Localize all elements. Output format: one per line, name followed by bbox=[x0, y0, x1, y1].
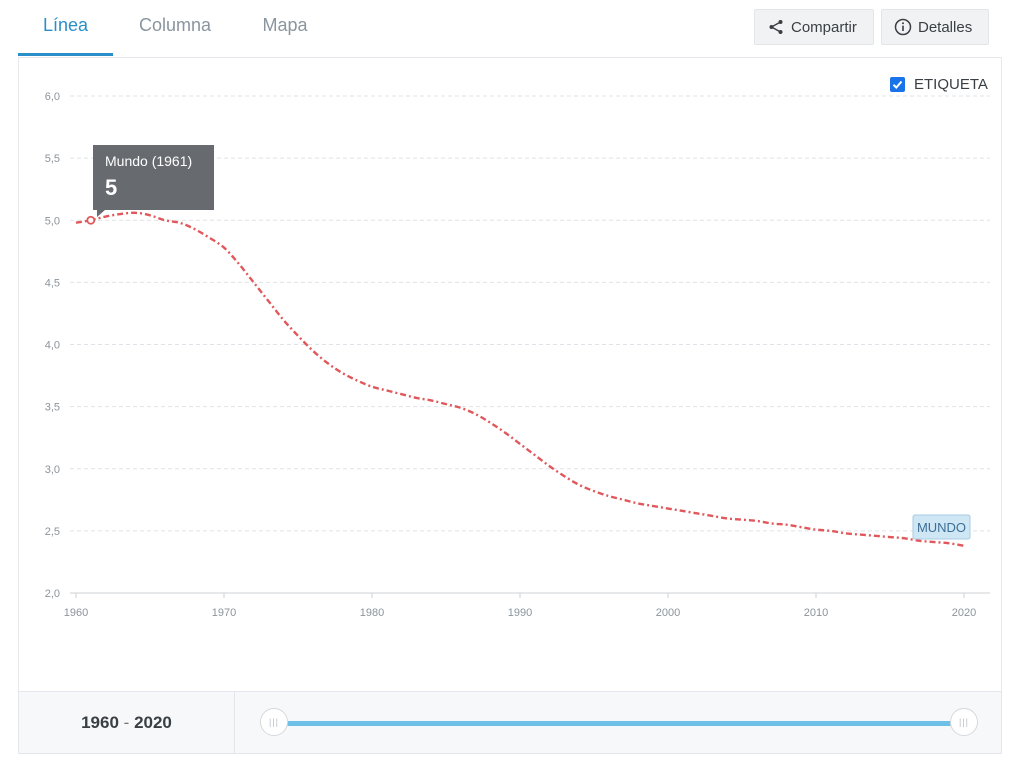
series-line bbox=[75, 211, 965, 547]
tooltip bbox=[93, 145, 214, 217]
x-tick-label: 1980 bbox=[360, 607, 384, 619]
range-separator: - bbox=[123, 713, 130, 732]
checkbox[interactable] bbox=[890, 77, 905, 92]
x-axis: 1960 1970 1980 1990 2000 2010 2020 bbox=[64, 592, 990, 619]
series-end-label: MUNDO bbox=[917, 520, 966, 535]
y-tick-label: 5,5 bbox=[45, 153, 60, 165]
x-tick-label: 2000 bbox=[656, 607, 680, 619]
x-tick-label: 2010 bbox=[804, 607, 828, 619]
x-tick-label: 1990 bbox=[508, 607, 532, 619]
y-tick-label: 4,0 bbox=[45, 340, 60, 352]
label-toggle-text: ETIQUETA bbox=[914, 76, 988, 93]
y-tick-label: 3,5 bbox=[45, 402, 60, 414]
share-label: Compartir bbox=[791, 19, 857, 36]
chart-overlay: Mundo (1961) 5 MUNDO bbox=[86, 145, 971, 540]
y-axis: 2,0 2,5 3,0 3,5 4,0 4,5 5,0 5,5 6,0 bbox=[45, 91, 60, 600]
tab-mapa[interactable]: Mapa bbox=[262, 15, 308, 35]
check-icon bbox=[892, 80, 903, 89]
chart-panel bbox=[18, 57, 1002, 691]
details-label: Detalles bbox=[918, 19, 973, 36]
share-icon bbox=[769, 20, 783, 34]
y-tick-label: 5,0 bbox=[45, 215, 60, 227]
x-tick-label: 1960 bbox=[64, 607, 88, 619]
chart-type-tabs: Línea Columna Mapa Compartir Detalles bbox=[18, 0, 1002, 58]
slider-track[interactable] bbox=[277, 721, 967, 726]
highlight-point bbox=[86, 215, 96, 225]
y-tick-label: 3,0 bbox=[45, 464, 60, 476]
y-tick-label: 6,0 bbox=[45, 91, 60, 103]
x-tick-label: 2020 bbox=[952, 607, 976, 619]
range-display: 1960 - 2020 bbox=[19, 692, 235, 753]
details-button[interactable]: Detalles bbox=[881, 9, 989, 45]
tab-linea[interactable]: Línea bbox=[18, 0, 113, 56]
line-chart: 2,0 2,5 3,0 3,5 4,0 4,5 5,0 5,5 6,0 1960 1970 1980… bbox=[45, 91, 990, 619]
x-tick-label: 1970 bbox=[212, 607, 236, 619]
tab-columna[interactable]: Columna bbox=[138, 15, 212, 35]
slider-handle-end[interactable]: ||| bbox=[950, 708, 978, 736]
info-icon bbox=[894, 18, 912, 36]
series-end-label-box bbox=[912, 514, 971, 540]
y-tick-label: 4,5 bbox=[45, 277, 60, 289]
range-start: 1960 bbox=[81, 713, 119, 732]
share-button[interactable]: Compartir bbox=[754, 9, 874, 45]
range-selector: 1960 - 2020 ||| ||| bbox=[18, 691, 1002, 754]
y-tick-label: 2,0 bbox=[45, 588, 60, 600]
tooltip-value: 5 bbox=[105, 175, 117, 200]
y-tick-label: 2,5 bbox=[45, 526, 60, 538]
tooltip-title: Mundo (1961) bbox=[105, 153, 192, 169]
slider-handle-start[interactable]: ||| bbox=[260, 708, 288, 736]
series-mundo bbox=[75, 211, 965, 547]
range-end: 2020 bbox=[134, 713, 172, 732]
